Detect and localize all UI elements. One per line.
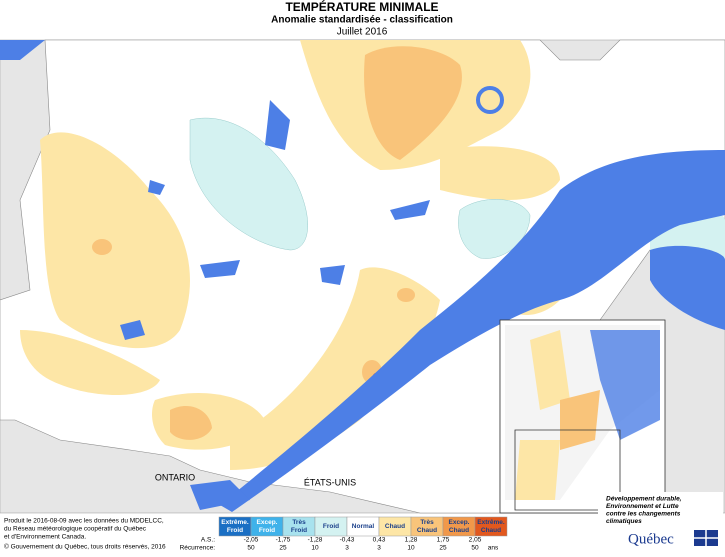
legend-label: Normal (352, 523, 375, 530)
recurrence-value: 50 (247, 545, 255, 552)
recurrence-value: 3 (345, 545, 349, 552)
legend-label: Extrême. (221, 519, 249, 526)
as-value: -2,05 (244, 537, 259, 544)
legend-label: Excep. (449, 519, 470, 526)
legend-label: Chaud (481, 527, 501, 534)
legend-label: Froid (227, 527, 243, 534)
recurrence-value: 10 (407, 545, 415, 552)
recurrence-unit: ans (488, 545, 499, 552)
subtitle: Anomalie standardisée - classification (271, 15, 453, 26)
date: Juillet 2016 (337, 27, 388, 38)
as-value: 1,75 (437, 537, 450, 544)
recurrence-value: 50 (471, 545, 479, 552)
logo-line: Développement durable, (606, 496, 682, 503)
as-value: -1,75 (276, 537, 291, 544)
recurrence-value: 3 (377, 545, 381, 552)
legend-label: Très (420, 519, 434, 526)
recurrence-value: 10 (311, 545, 319, 552)
logo-name: Québec (628, 531, 674, 547)
legend-label: Extrême. (477, 519, 505, 526)
footer-credits: Produit le 2016-08-09 avec les données d… (4, 518, 164, 541)
title: TEMPÉRATURE MINIMALE (285, 0, 438, 14)
logo: Développement durable,Environnement et L… (598, 492, 723, 550)
legend-label: Chaud (449, 527, 469, 534)
as-value: -1,28 (308, 537, 323, 544)
legend-label: Chaud (385, 523, 405, 530)
credit-line: et d'Environnement Canada. (4, 534, 86, 541)
as-value: 1,28 (405, 537, 418, 544)
recurrence-title: Récurrence: (180, 545, 216, 552)
as-title: A.S.: (201, 537, 215, 544)
logo-line: climatiques (606, 518, 642, 525)
credit-line: Produit le 2016-08-09 avec les données d… (4, 518, 164, 525)
recurrence-value: 25 (279, 545, 287, 552)
map-label: ONTARIO (155, 472, 195, 482)
legend-label: Froid (323, 523, 339, 530)
legend-label: Très (292, 519, 306, 526)
as-value: 2,05 (469, 537, 482, 544)
legend-label: Froid (291, 527, 307, 534)
credit-line: du Réseau météorologique coopératif du Q… (4, 526, 147, 533)
legend-label: Chaud (417, 527, 437, 534)
map: ONTARIO ÉTATS-UNIS (0, 39, 725, 514)
as-value: 0,43 (373, 537, 386, 544)
legend-label: Froid (259, 527, 275, 534)
map-label: ÉTATS-UNIS (304, 477, 356, 487)
legend-label: Excep. (257, 519, 278, 526)
legend-swatch (474, 516, 508, 537)
logo-line: contre les changements (606, 511, 681, 518)
recurrence-value: 25 (439, 545, 447, 552)
as-value: -0,43 (340, 537, 355, 544)
copyright: © Gouvernement du Québec, tous droits ré… (4, 543, 166, 551)
logo-line: Environnement et Lutte (606, 503, 679, 510)
